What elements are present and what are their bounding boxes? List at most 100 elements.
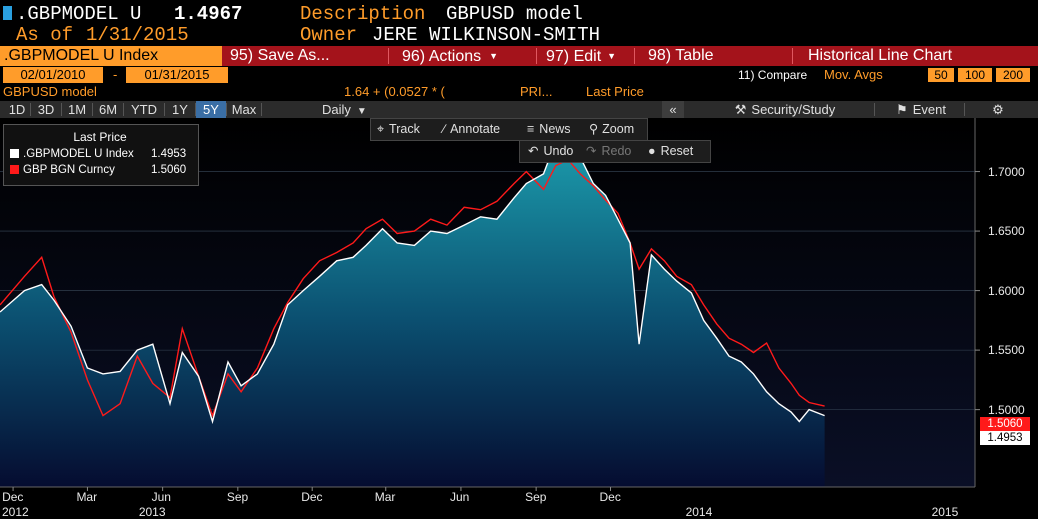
header-bar: .GBPMODEL U 1.4967 Description GBPUSD mo…	[0, 0, 1038, 46]
event-label: Event	[912, 102, 946, 117]
save-as-button[interactable]: 95) Save As...	[230, 47, 330, 64]
model-area-fill	[0, 129, 825, 487]
range-row	[0, 101, 1038, 118]
edit-label: 97) Edit	[546, 48, 602, 65]
start-date-field[interactable]: 02/01/2010	[3, 67, 103, 83]
table-button[interactable]: 98) Table	[648, 47, 714, 64]
x-tick-label: Jun	[449, 490, 470, 504]
pencil-icon: ∕	[443, 122, 446, 136]
y-tick-label: 1.6000	[988, 283, 1025, 298]
last-price-value: 1.4967	[174, 3, 243, 25]
ma-100-field[interactable]: 100	[958, 68, 992, 82]
flag-icon: ⚑	[896, 102, 908, 117]
annotate-button[interactable]: ∕ Annotate	[443, 119, 500, 140]
x-tick-label: Jun	[151, 490, 171, 504]
actions-label: 96) Actions	[402, 48, 482, 65]
description-value: GBPUSD model	[446, 3, 583, 25]
range-divider	[30, 103, 31, 116]
chevron-down-icon: ▼	[356, 106, 367, 117]
price-tag-gbp: 1.5060	[980, 417, 1030, 431]
chart-tools-top: ⌖ Track ∕ Annotate ≡ News ⚲ Zoom	[370, 118, 648, 141]
field-last-price: Last Price	[586, 84, 644, 99]
x-year-label: 2014	[685, 505, 713, 519]
undo-button[interactable]: ↶ Undo	[528, 141, 573, 162]
legend-title: Last Price	[73, 130, 127, 144]
legend-swatch-gbp	[10, 165, 19, 174]
settings-icon: ⚒	[734, 102, 747, 117]
news-label: News	[539, 122, 571, 136]
model-formula: 1.64 + (0.0527 * (	[344, 84, 445, 99]
track-button[interactable]: ⌖ Track	[377, 119, 420, 140]
frequency-label: Daily	[322, 102, 351, 117]
security-field[interactable]: .GBPMODEL U Index	[0, 46, 222, 66]
legend-box[interactable]	[3, 124, 199, 186]
range-button-max[interactable]: Max	[231, 102, 257, 117]
mov-avgs-label[interactable]: Mov. Avgs	[824, 67, 883, 82]
range-divider	[964, 103, 965, 116]
toolbar-divider	[536, 48, 537, 64]
as-of-date: 1/31/2015	[86, 24, 189, 46]
toolbar	[0, 46, 1038, 66]
undo-label: Undo	[543, 144, 574, 158]
range-button-1y[interactable]: 1Y	[172, 102, 188, 117]
frequency-select[interactable]: Daily ▼	[318, 101, 384, 118]
as-of-label: As of	[16, 24, 74, 46]
x-tick-label: Mar	[374, 490, 396, 504]
price-tag-model: 1.4953	[980, 431, 1030, 445]
range-button-ytd[interactable]: YTD	[131, 102, 157, 117]
annotate-label: Annotate	[450, 122, 501, 136]
range-button-1d[interactable]: 1D	[8, 102, 26, 117]
reset-button[interactable]: ● Reset	[648, 141, 693, 162]
chart-type-label[interactable]: Historical Line Chart	[808, 47, 953, 64]
x-tick-label: Sep	[525, 490, 547, 504]
ma-50-field[interactable]: 50	[928, 68, 954, 82]
compare-button[interactable]: 11) Compare	[738, 68, 808, 82]
security-study-button[interactable]: ⚒ Security/Study	[700, 101, 870, 118]
y-axis-ticks	[975, 171, 980, 411]
redo-label: Redo	[601, 144, 632, 158]
actions-menu[interactable]: 96) Actions ▼	[402, 46, 498, 66]
gear-icon[interactable]: ⚙	[992, 102, 1004, 117]
date-range-row	[0, 66, 1038, 84]
ma-200-field[interactable]: 200	[996, 68, 1030, 82]
range-button-6m[interactable]: 6M	[98, 102, 118, 117]
range-divider	[61, 103, 62, 116]
x-year-label: 2015	[931, 505, 959, 519]
track-label: Track	[389, 122, 420, 136]
legend-value: 1.5060	[151, 164, 187, 176]
range-button-1m[interactable]: 1M	[67, 102, 87, 117]
edit-menu[interactable]: 97) Edit ▼	[546, 46, 616, 66]
redo-icon: ↷	[586, 144, 597, 158]
event-button[interactable]: ⚑ Event	[880, 101, 962, 118]
chevron-down-icon: ▼	[607, 51, 617, 61]
legend-label: .GBPMODEL U Index	[23, 148, 134, 160]
owner-label: Owner	[300, 24, 358, 46]
end-date-field[interactable]: 01/31/2015	[126, 67, 228, 83]
y-tick-label: 1.6500	[988, 224, 1025, 239]
range-divider	[164, 103, 165, 116]
chart-tools-bottom: ↶ Undo ↷ Redo ● Reset	[519, 140, 711, 163]
legend-item-gbp: GBP BGN Curncy 1.5060	[10, 163, 186, 177]
chevron-down-icon: ▼	[489, 51, 499, 61]
toolbar-divider	[634, 48, 635, 64]
series-line-model	[0, 128, 825, 425]
x-year-label: 2012	[2, 505, 29, 519]
range-button-5y[interactable]: 5Y	[196, 101, 226, 118]
range-divider	[195, 103, 196, 116]
owner-value: JERE WILKINSON-SMITH	[372, 24, 601, 46]
zoom-button[interactable]: ⚲ Zoom	[589, 119, 634, 140]
legend-item-model: .GBPMODEL U Index 1.4953	[10, 147, 186, 161]
range-button-3d[interactable]: 3D	[37, 102, 55, 117]
zoom-icon: ⚲	[589, 122, 599, 136]
collapse-button[interactable]: «	[662, 101, 684, 118]
news-button[interactable]: ≡ News	[527, 119, 571, 140]
undo-icon: ↶	[528, 144, 539, 158]
y-tick-label: 1.5500	[988, 343, 1025, 358]
y-tick-label: 1.7000	[988, 164, 1025, 179]
range-divider	[92, 103, 93, 116]
redo-button[interactable]: ↷ Redo	[586, 141, 631, 162]
series-line-gbp	[0, 158, 825, 418]
range-divider	[226, 103, 227, 116]
y-tick-label: 1.5000	[988, 402, 1025, 417]
series-name: GBPUSD model	[3, 84, 97, 99]
